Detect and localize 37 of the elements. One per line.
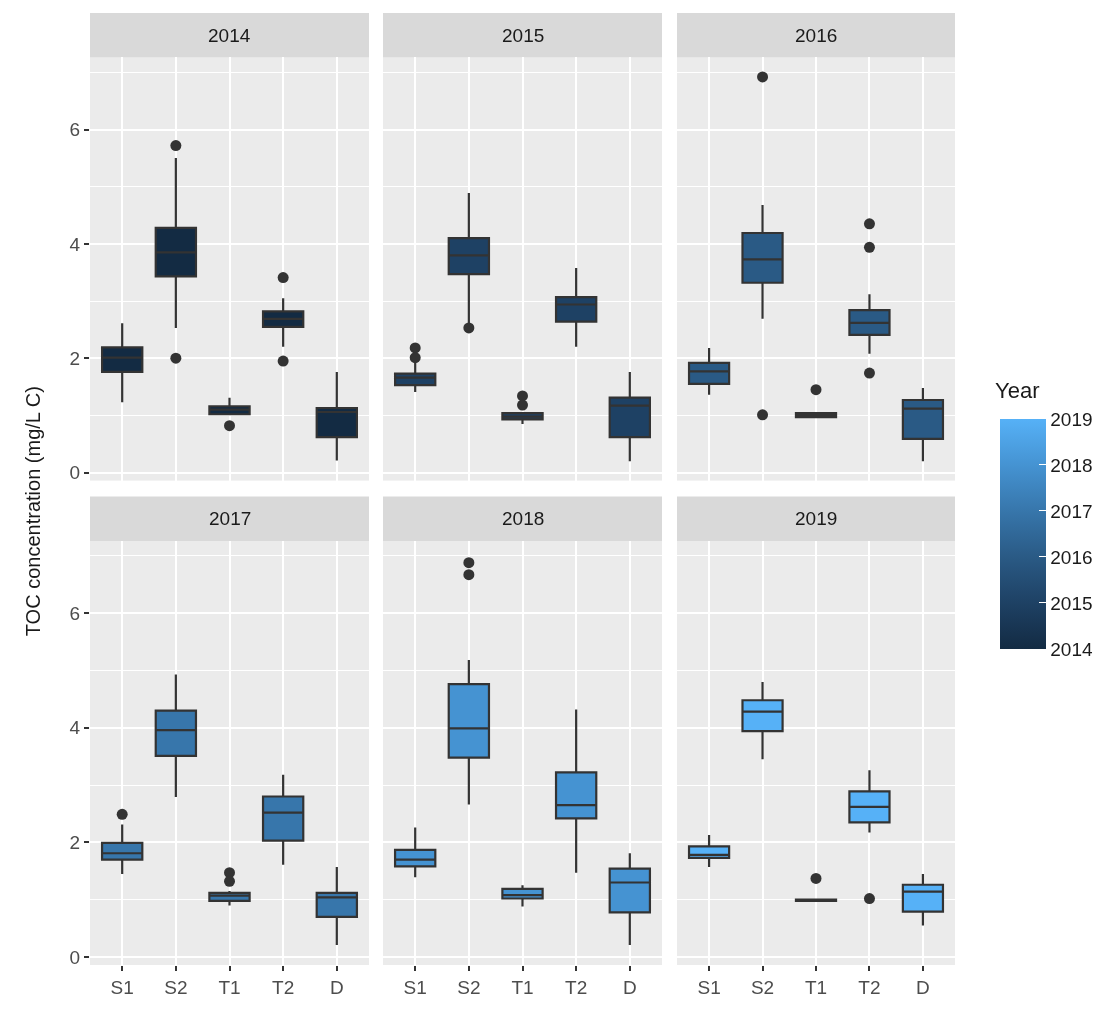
y-tick-label: 0 xyxy=(69,462,81,484)
x-tick-label: T1 xyxy=(804,976,828,998)
x-tick-label: S2 xyxy=(457,976,481,998)
color-bar-label: 2015 xyxy=(1050,592,1093,614)
x-tick-label: S1 xyxy=(697,976,721,998)
y-tick-label: 2 xyxy=(69,347,81,369)
color-bar-label: 2019 xyxy=(1050,408,1093,430)
color-bar-label: 2014 xyxy=(1050,638,1093,660)
chart-title: 2016 xyxy=(795,25,838,46)
x-tick-label: T2 xyxy=(565,976,588,998)
chart-title: 2014 xyxy=(208,25,251,46)
color-bar-label: 2016 xyxy=(1050,546,1093,568)
chart-title: 2018 xyxy=(502,508,545,529)
x-tick-label: D xyxy=(916,976,930,998)
color-bar-title: Year xyxy=(995,378,1040,403)
y-tick-label: 4 xyxy=(69,233,81,255)
x-tick-label: D xyxy=(622,976,637,998)
color-bar-label: 2017 xyxy=(1050,500,1093,522)
y-tick-label: 6 xyxy=(69,119,81,141)
y-axis-title: TOC concentration (mg/L C) xyxy=(21,386,44,637)
x-tick-label: T2 xyxy=(858,976,881,998)
x-tick-label: T2 xyxy=(272,976,295,998)
color-bar-label: 2018 xyxy=(1050,454,1093,476)
y-tick-label: 6 xyxy=(69,602,81,624)
x-tick-label: T1 xyxy=(218,976,241,998)
y-tick-label: 2 xyxy=(69,832,81,854)
y-tick-label: 0 xyxy=(69,946,81,968)
y-tick-label: 4 xyxy=(69,717,81,739)
chart-title: 2015 xyxy=(502,25,545,46)
chart-title: 2019 xyxy=(795,508,838,529)
x-tick-label: S2 xyxy=(750,976,775,998)
x-tick-label: S1 xyxy=(403,976,427,998)
x-tick-label: S1 xyxy=(110,976,134,998)
x-tick-label: T1 xyxy=(511,976,534,998)
x-tick-label: D xyxy=(329,976,344,998)
chart-title: 2017 xyxy=(209,508,252,529)
x-tick-label: S2 xyxy=(164,976,188,998)
